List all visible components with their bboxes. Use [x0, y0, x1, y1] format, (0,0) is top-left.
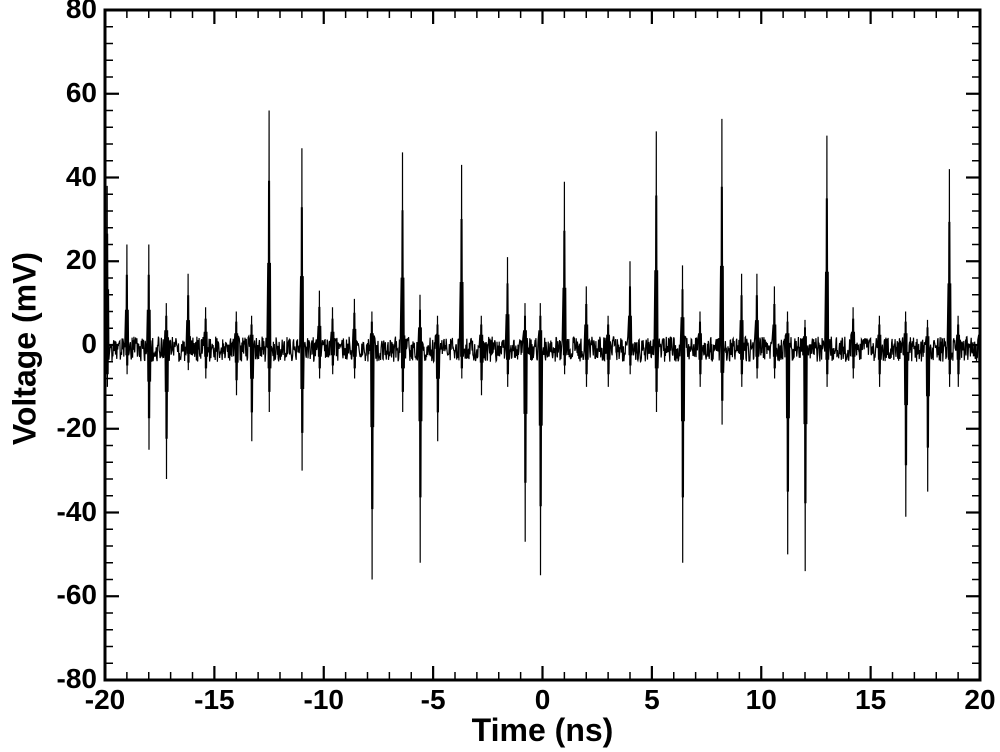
- x-tick-label: -15: [174, 684, 254, 716]
- y-tick-label: 80: [27, 0, 97, 25]
- y-tick-label: 0: [27, 328, 97, 360]
- x-axis-label: Time (ns): [105, 712, 980, 749]
- voltage-time-chart: { "chart": { "type": "line", "plot_box_p…: [0, 0, 1000, 752]
- x-tick-label: 0: [503, 684, 583, 716]
- x-tick-label: 5: [612, 684, 692, 716]
- y-tick-label: 60: [27, 77, 97, 109]
- x-tick-label: 10: [721, 684, 801, 716]
- x-tick-label: -10: [284, 684, 364, 716]
- y-tick-label: -80: [27, 663, 97, 695]
- y-tick-label: -60: [27, 579, 97, 611]
- x-tick-label: 20: [940, 684, 1000, 716]
- chart-svg: [0, 0, 1000, 752]
- y-tick-label: -40: [27, 496, 97, 528]
- y-tick-label: 40: [27, 161, 97, 193]
- y-tick-label: 20: [27, 244, 97, 276]
- x-tick-label: -5: [393, 684, 473, 716]
- y-tick-label: -20: [27, 412, 97, 444]
- x-tick-label: 15: [831, 684, 911, 716]
